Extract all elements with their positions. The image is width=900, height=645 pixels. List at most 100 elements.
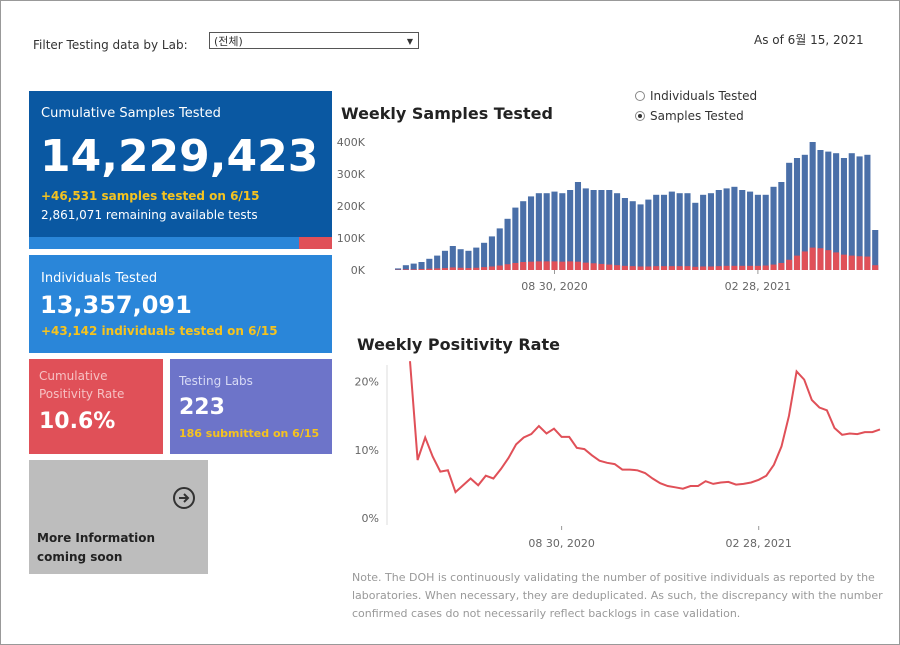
bar-positive: [614, 265, 621, 270]
bar-positive: [747, 265, 754, 270]
bar-positive: [856, 256, 863, 270]
bar-positive: [559, 261, 566, 270]
bar-positive: [872, 265, 879, 270]
bar-samples: [731, 186, 738, 270]
y-tick-label: 20%: [355, 376, 379, 389]
bar-positive: [410, 269, 417, 270]
bar-samples: [574, 182, 582, 270]
bar-samples: [504, 218, 511, 270]
bar-positive: [481, 267, 488, 270]
bar-samples: [747, 191, 754, 270]
bar-positive: [520, 262, 527, 270]
individuals-tested-value: 13,357,091: [40, 291, 192, 319]
arrow-right-circle-icon[interactable]: [172, 486, 196, 510]
bar-samples: [692, 202, 699, 270]
bar-samples: [707, 193, 715, 270]
individuals-tested-title: Individuals Tested: [41, 271, 158, 286]
bar-samples: [840, 158, 847, 270]
bar-samples: [410, 263, 417, 270]
bar-positive: [653, 266, 660, 270]
bar-positive: [840, 254, 847, 270]
bar-positive: [817, 248, 824, 270]
bar-samples: [668, 191, 675, 270]
bar-positive: [731, 265, 738, 270]
bar-positive: [449, 267, 456, 270]
remaining-tests-bar: [298, 237, 332, 249]
y-tick-label: 300K: [337, 168, 366, 181]
bar-positive: [645, 266, 652, 270]
bar-positive: [496, 265, 503, 270]
x-tick-label: 02 28, 2021: [725, 537, 791, 550]
bar-samples: [520, 201, 527, 270]
bar-samples: [762, 194, 769, 270]
bar-positive: [825, 250, 832, 270]
positivity-title-line2: Positivity Rate: [39, 387, 125, 401]
bar-samples: [606, 190, 613, 270]
bar-positive: [723, 265, 730, 270]
bar-positive: [512, 262, 519, 270]
x-tick-label: 02 28, 2021: [725, 280, 791, 293]
bar-samples: [723, 188, 730, 270]
bar-positive: [488, 266, 495, 270]
used-tests-bar: [29, 237, 299, 249]
y-tick-label: 200K: [337, 200, 366, 213]
bar-samples: [676, 193, 683, 270]
radio-button-icon[interactable]: [635, 91, 645, 101]
bar-samples: [660, 194, 668, 270]
bar-samples: [441, 250, 449, 270]
bar-samples: [848, 153, 855, 270]
bar-positive: [684, 266, 691, 270]
bar-samples: [457, 249, 464, 270]
y-tick-label: 0%: [362, 512, 379, 525]
lab-filter-value: (전체): [214, 35, 243, 48]
radio-individuals[interactable]: Individuals Tested: [635, 89, 757, 103]
bar-samples: [856, 156, 863, 270]
testing-labs-card: Testing Labs 223 186 submitted on 6/15: [170, 359, 332, 454]
radio-individuals-label: Individuals Tested: [650, 89, 758, 103]
bar-samples: [637, 204, 644, 270]
bar-samples: [653, 194, 660, 270]
cumulative-samples-card: Cumulative Samples Tested 14,229,423 +46…: [29, 91, 332, 249]
bar-samples: [793, 158, 801, 270]
bar-samples: [582, 188, 589, 270]
bar-samples: [559, 193, 566, 270]
bar-samples: [684, 193, 691, 270]
y-tick-label: 0K: [351, 264, 366, 277]
bar-samples: [551, 191, 558, 270]
bar-positive: [567, 261, 574, 270]
bar-samples: [535, 193, 542, 270]
more-information-card[interactable]: More Information coming soon: [29, 460, 208, 574]
bar-samples: [809, 142, 816, 270]
x-tick-label: 08 30, 2020: [528, 537, 594, 550]
radio-button-icon[interactable]: [635, 111, 645, 121]
bar-samples: [473, 247, 480, 270]
bar-positive: [762, 265, 769, 270]
positivity-rate-card: Cumulative Positivity Rate 10.6%: [29, 359, 163, 454]
bar-positive: [551, 261, 558, 270]
bar-samples: [629, 201, 636, 270]
radio-samples-label: Samples Tested: [650, 109, 744, 123]
bar-samples: [833, 153, 840, 270]
bar-samples: [496, 228, 503, 270]
bar-samples: [449, 246, 456, 270]
bar-samples: [598, 190, 605, 270]
radio-samples[interactable]: Samples Tested: [635, 109, 744, 123]
bar-samples: [488, 236, 495, 270]
bar-samples: [395, 268, 402, 270]
bar-positive: [621, 265, 628, 270]
filter-label: Filter Testing data by Lab:: [33, 38, 188, 52]
bar-positive: [786, 259, 793, 270]
lab-filter-select[interactable]: (전체) ▼: [209, 32, 419, 49]
bar-samples: [543, 193, 550, 270]
bar-samples: [715, 190, 722, 270]
data-note: Note. The DOH is continuously validating…: [352, 571, 883, 620]
bar-positive: [700, 266, 707, 270]
as-of-date: As of 6월 15, 2021: [754, 33, 864, 47]
bar-samples: [770, 186, 777, 270]
bar-positive: [606, 264, 613, 270]
dropdown-arrow-icon[interactable]: ▼: [406, 37, 413, 46]
bar-positive: [598, 263, 605, 270]
bar-samples: [621, 198, 628, 270]
bar-positive: [473, 267, 480, 270]
bar-samples: [465, 250, 472, 270]
